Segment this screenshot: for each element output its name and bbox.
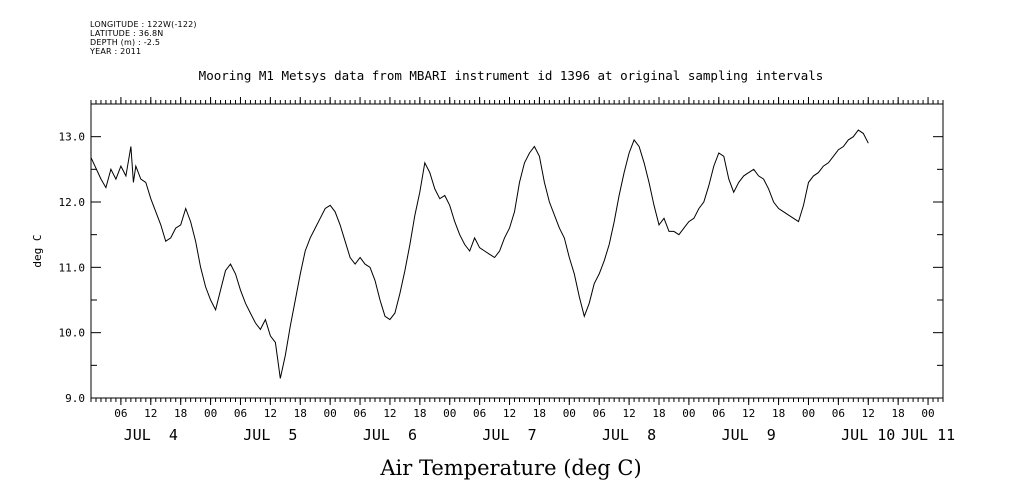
x-hour-label: 12 [742, 407, 755, 420]
meta-year: YEAR : 2011 [90, 47, 142, 56]
x-hour-label: 06 [593, 407, 606, 420]
minor-tick-marks [90, 100, 944, 402]
x-axis-label: Air Temperature (deg C) [379, 456, 641, 480]
x-hour-label: 18 [174, 407, 187, 420]
x-day-label: JUL 10 [841, 426, 895, 444]
x-hour-label: 00 [204, 407, 217, 420]
meta-latitude: LATITUDE : 36.8N [90, 29, 164, 38]
y-axis-label: deg C [31, 234, 44, 267]
x-hour-label: 06 [353, 407, 366, 420]
x-hour-label: 12 [383, 407, 396, 420]
x-axis-ticks: 06 12 18 00 06 12 18 00 06 12 18 00 06 12 18 00 06 12 18 00… [114, 97, 955, 444]
x-day-label: JUL 6 [363, 426, 417, 444]
y-tick-label: 11.0 [59, 261, 86, 274]
y-tick-label: 13.0 [59, 131, 86, 144]
y-axis-ticks: 9.0 10.0 11.0 12.0 13.0 [59, 131, 943, 405]
x-day-label: JUL 11 [901, 426, 955, 444]
plot-frame [90, 103, 944, 399]
x-hour-label: 18 [892, 407, 905, 420]
meta-depth: DEPTH (m) : -2.5 [90, 38, 161, 47]
x-hour-label: 12 [144, 407, 157, 420]
chart-title: Mooring M1 Metsys data from MBARI instru… [199, 68, 824, 83]
x-hour-label: 06 [832, 407, 845, 420]
x-hour-label: 12 [622, 407, 635, 420]
x-hour-label: 18 [533, 407, 546, 420]
x-hour-label: 00 [802, 407, 815, 420]
x-hour-label: 06 [234, 407, 247, 420]
x-hour-label: 06 [712, 407, 725, 420]
x-day-label: JUL 9 [722, 426, 776, 444]
x-day-label: JUL 8 [602, 426, 656, 444]
x-day-label: JUL 5 [243, 426, 297, 444]
x-hour-label: 12 [862, 407, 875, 420]
y-tick-label: 9.0 [65, 392, 85, 405]
x-hour-label: 00 [563, 407, 576, 420]
x-hour-label: 18 [413, 407, 426, 420]
x-hour-label: 00 [921, 407, 934, 420]
metadata-block: LONGITUDE : 122W(-122) LATITUDE : 36.8N … [90, 20, 197, 56]
x-hour-label: 18 [294, 407, 307, 420]
series-group [90, 129, 869, 379]
meta-longitude: LONGITUDE : 122W(-122) [90, 20, 197, 29]
x-day-label: JUL 7 [482, 426, 536, 444]
x-hour-label: 06 [114, 407, 127, 420]
y-tick-label: 10.0 [59, 327, 86, 340]
x-hour-label: 06 [473, 407, 486, 420]
x-hour-label: 18 [772, 407, 785, 420]
x-hour-label: 12 [264, 407, 277, 420]
x-day-label: JUL 4 [124, 426, 178, 444]
x-hour-label: 00 [682, 407, 695, 420]
series-line [90, 129, 869, 379]
x-hour-label: 18 [652, 407, 665, 420]
x-hour-label: 12 [503, 407, 516, 420]
y-tick-label: 12.0 [59, 196, 86, 209]
x-hour-label: 00 [324, 407, 337, 420]
x-hour-label: 00 [443, 407, 456, 420]
